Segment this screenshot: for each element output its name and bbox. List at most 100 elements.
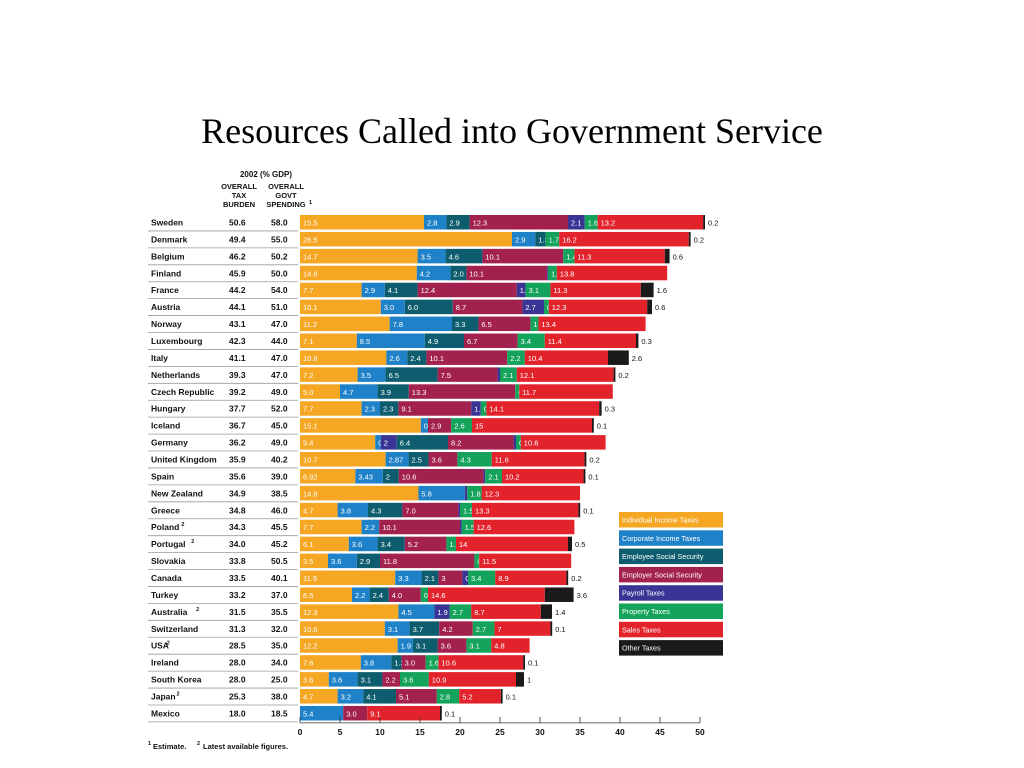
segment-label: 3.6 [352, 540, 362, 549]
legend-label: Payroll Taxes [622, 589, 665, 598]
bar-segment [474, 553, 480, 569]
bar-segment [400, 672, 429, 687]
bar-segment [478, 316, 531, 332]
country-label: Canada [151, 573, 182, 583]
tax-burden-value: 33.8 [229, 556, 246, 566]
bar-segment [480, 401, 487, 416]
govt-spending-value: 47.0 [271, 319, 288, 329]
segment-label: 11.5 [482, 557, 496, 566]
bar-segment [343, 705, 368, 721]
govt-spending-value: 44.0 [271, 336, 288, 346]
other-taxes-label: 0.2 [589, 455, 599, 464]
bar-segment [485, 468, 502, 484]
country-label: Czech Republic [151, 387, 215, 397]
bar-segment [355, 468, 383, 484]
segment-label: 2.7 [525, 303, 535, 312]
x-tick-label: 35 [575, 727, 585, 737]
bar-segment-other-taxes [592, 418, 594, 433]
segment-label: 6.5 [389, 371, 399, 380]
bar-segment [544, 333, 636, 349]
bar-segment [544, 299, 549, 315]
bar-segment [574, 248, 665, 264]
segment-label: 2.9 [431, 422, 441, 431]
tax-burden-value: 28.0 [229, 658, 246, 668]
segment-label: 4.7 [303, 693, 313, 702]
bar-segment [563, 248, 575, 264]
segment-label: 2.9 [365, 286, 375, 295]
govt-spending-value: 58.0 [271, 217, 288, 227]
bar-segment [300, 604, 399, 619]
segment-label: 1.1 [520, 286, 530, 295]
segment-label: 10.8 [303, 354, 318, 363]
country-footnote-mark: 2 [196, 607, 199, 613]
bar-segment [428, 452, 458, 467]
govt-spending-value: 47.0 [271, 353, 288, 363]
segment-label: 7.7 [303, 523, 313, 532]
bar-segment [361, 519, 380, 535]
legend-swatch [619, 640, 723, 656]
bar-segment [348, 536, 378, 552]
bar-segment [486, 401, 600, 416]
country-label: Iceland [151, 421, 180, 431]
bar-segment [385, 367, 438, 382]
bar-segment [377, 384, 409, 399]
tax-burden-value: 39.3 [229, 370, 246, 380]
other-taxes-label: 0.6 [673, 252, 683, 261]
govt-spending-value: 49.0 [271, 387, 288, 397]
bar-segment [513, 435, 516, 450]
other-taxes-label: 2.6 [632, 354, 642, 363]
bar-segment [446, 536, 456, 552]
segment-label: 2.2 [385, 676, 395, 685]
bar-segment [556, 265, 668, 281]
segment-label: 7.6 [303, 659, 313, 668]
bar-segment [382, 672, 400, 687]
segment-label: 3.0 [405, 659, 415, 668]
footnote-1-mark: 1 [148, 741, 151, 747]
country-label: Netherlands [151, 370, 200, 380]
bar-segment [479, 553, 572, 569]
bar-segment-other-taxes [516, 672, 524, 687]
tax-burden-value: 36.2 [229, 438, 246, 448]
bar-segment-other-taxes [523, 655, 525, 670]
bar-segment [525, 282, 551, 298]
segment-label: 6.1 [303, 540, 313, 549]
bar-segment [522, 299, 544, 315]
bar-segment [300, 655, 361, 670]
govt-spending-value: 55.0 [271, 234, 288, 244]
segment-label: 12.2 [303, 642, 318, 651]
govt-spending-value: 34.0 [271, 658, 288, 668]
country-label: Japan [151, 692, 176, 702]
bar-segment-other-taxes [500, 689, 503, 704]
bar-segment [391, 655, 402, 670]
segment-label: 1.6 [588, 218, 598, 227]
segment-label: 8.9 [498, 574, 508, 583]
segment-label: 10.1 [485, 252, 500, 261]
bar-segment [300, 570, 396, 586]
other-taxes-label: 0.1 [597, 422, 607, 431]
country-label: Switzerland [151, 624, 198, 634]
bar-segment [547, 265, 548, 281]
segment-label: 7 [497, 625, 501, 634]
bar-segment-other-taxes [599, 401, 602, 416]
segment-label: 10.6 [524, 439, 539, 448]
segment-label: 3 [441, 574, 445, 583]
segment-label: 2.8 [440, 693, 450, 702]
bar-segment [457, 452, 492, 467]
bar-segment [456, 536, 568, 552]
segment-label: 3.3 [455, 320, 465, 329]
bar-segment [548, 265, 557, 281]
bar-segment [471, 401, 481, 416]
bar-segment [398, 401, 472, 416]
segment-label: 1.6 [429, 659, 439, 668]
segment-label: 3.4 [471, 574, 481, 583]
bar-segment [300, 333, 357, 349]
bar-segment [300, 215, 424, 230]
segment-label: 14.6 [303, 269, 318, 278]
segment-label: 13.3 [412, 388, 427, 397]
country-label: Portugal [151, 539, 185, 549]
bar-segment [512, 231, 536, 247]
bar-segment [357, 672, 383, 687]
bar-segment [515, 384, 520, 399]
tax-burden-value: 42.3 [229, 336, 246, 346]
x-tick-label: 25 [495, 727, 505, 737]
